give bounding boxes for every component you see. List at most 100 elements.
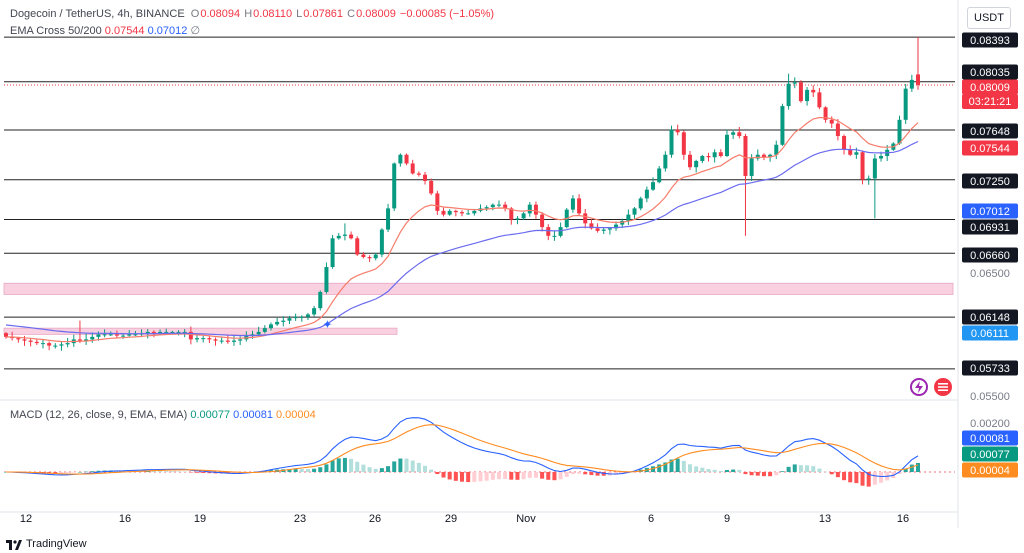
price-label-bg — [962, 247, 1018, 263]
price-label-bg — [962, 32, 1018, 48]
price-tick-label: 0.08393 — [970, 35, 1010, 47]
candle — [823, 107, 828, 120]
macd-histogram-bar — [336, 458, 341, 472]
macd-histogram-bar — [355, 461, 360, 472]
macd-histogram-bar — [447, 472, 452, 480]
candle — [829, 119, 834, 124]
price-tick-label: 0.08009 — [970, 82, 1010, 94]
price-tick-label: 0.08035 — [970, 67, 1010, 79]
time-tick-label: Nov — [516, 513, 536, 525]
macd-histogram-bar — [558, 472, 563, 480]
macd-histogram-bar — [866, 472, 871, 487]
candle — [614, 224, 619, 229]
macd-histogram-bar — [749, 472, 754, 476]
flag-icon[interactable] — [934, 378, 952, 396]
candle — [342, 234, 347, 236]
ema-legend[interactable]: EMA Cross 50/200 0.07544 0.07012 ∅ — [10, 24, 200, 37]
candle — [361, 254, 366, 258]
candle — [903, 88, 908, 120]
macd-histogram-bar — [651, 466, 656, 472]
ema-fast-line — [5, 116, 919, 343]
macd-histogram-bar — [164, 471, 169, 472]
macd-histogram-bar — [879, 472, 884, 483]
candle — [447, 210, 452, 215]
macd-histogram-bar — [121, 470, 126, 472]
macd-tick-label: 0.00200 — [970, 418, 1010, 430]
tradingview-brand[interactable]: TradingView — [6, 538, 87, 550]
ema-label: EMA Cross 50/200 — [10, 25, 102, 37]
price-tick-label: 0.06660 — [970, 250, 1010, 262]
candle — [349, 234, 354, 239]
candle — [490, 204, 495, 208]
candle — [275, 321, 280, 325]
candle — [731, 132, 736, 135]
macd-histogram-bar — [620, 472, 625, 474]
candle — [651, 182, 656, 190]
candle — [712, 152, 717, 158]
demand-zone — [3, 282, 954, 295]
macd-histogram-bar — [305, 469, 310, 472]
price-tick-label: 0.06931 — [970, 222, 1010, 234]
candle — [527, 204, 532, 214]
macd-histogram-bar — [429, 469, 434, 472]
candle — [441, 210, 446, 215]
candle — [238, 339, 243, 341]
signal-line — [6, 424, 919, 475]
candle — [188, 331, 193, 340]
candle — [77, 339, 82, 341]
candle — [213, 339, 218, 341]
macd-histogram-bar — [324, 464, 329, 472]
candle — [182, 331, 187, 333]
candle — [262, 328, 267, 332]
macd-histogram-bar — [460, 472, 464, 482]
lightning-icon[interactable] — [910, 378, 928, 396]
candle — [127, 334, 132, 336]
candle — [416, 173, 421, 175]
macd-histogram-bar — [688, 464, 692, 472]
candle — [607, 228, 612, 230]
price-label-bg — [962, 140, 1018, 156]
macd-histogram-bar — [589, 472, 594, 476]
macd-histogram-bar — [909, 464, 914, 472]
macd-histogram-bar — [53, 472, 58, 474]
candle — [595, 228, 600, 231]
macd-histogram-bar — [798, 465, 803, 472]
macd-legend[interactable]: MACD (12, 26, close, 9, EMA, EMA) 0.0007… — [10, 409, 316, 421]
candle — [724, 134, 729, 156]
candle — [435, 193, 440, 211]
macd-histogram-bar — [533, 472, 538, 478]
macd-histogram-bar — [761, 472, 766, 477]
candle — [897, 119, 902, 144]
macd-hist-value: 0.00077 — [190, 409, 231, 421]
macd-histogram-bar — [299, 468, 304, 472]
candle — [780, 106, 785, 145]
candle — [866, 178, 871, 180]
macd-histogram-bar — [570, 472, 575, 475]
candle — [484, 207, 489, 209]
candle — [718, 152, 723, 156]
candle — [460, 212, 464, 214]
currency-button[interactable]: USDT — [967, 7, 1011, 29]
symbol-title: Dogecoin / TetherUS, 4h, BINANCE — [10, 8, 185, 20]
candle — [792, 82, 797, 84]
ema-slow-value: 0.07012 — [147, 25, 188, 37]
macd-histogram-bar — [176, 471, 181, 472]
macd-tick-label: 0.00077 — [970, 449, 1010, 461]
candle — [657, 168, 662, 183]
candle — [65, 343, 70, 345]
macd-line-value: 0.00081 — [233, 409, 273, 421]
candle — [688, 154, 692, 168]
macd-histogram-bar — [312, 468, 317, 472]
macd-histogram-bar — [848, 472, 853, 483]
macd-label-bg — [962, 446, 1018, 462]
price-label-bg — [962, 360, 1018, 376]
macd-histogram-bar — [835, 472, 840, 478]
candle — [232, 340, 236, 342]
macd-histogram-bar — [441, 472, 446, 478]
candle — [644, 189, 649, 199]
macd-histogram-bar — [718, 470, 723, 472]
candle — [293, 316, 298, 319]
macd-histogram-bar — [342, 457, 347, 472]
candle — [170, 331, 175, 333]
